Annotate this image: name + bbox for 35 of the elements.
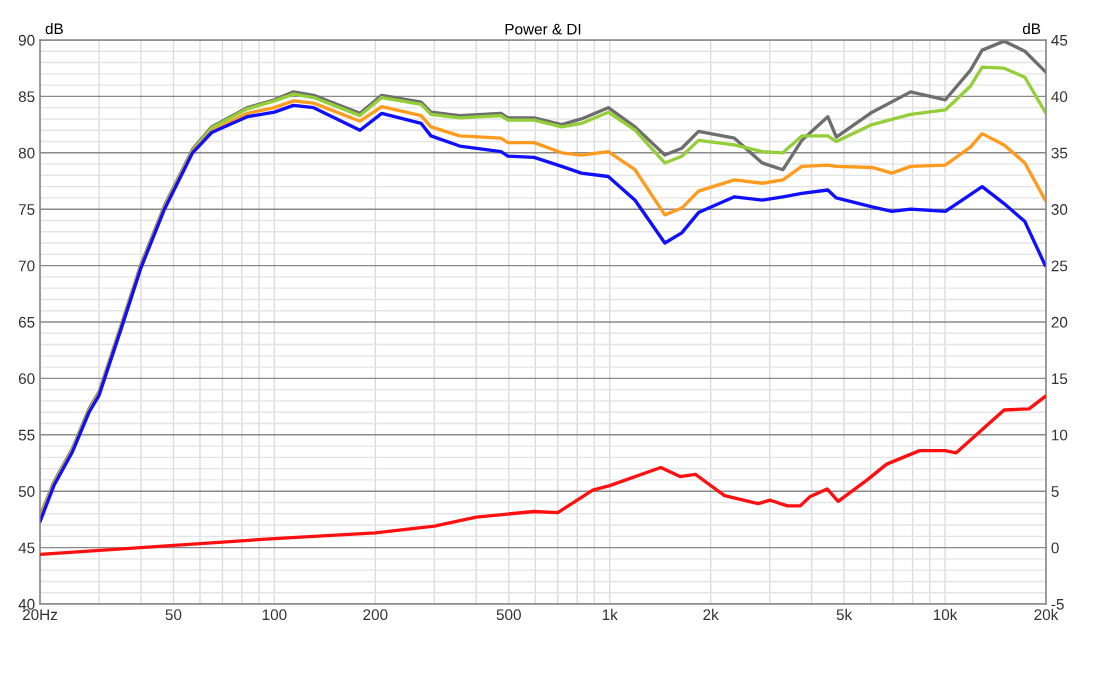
x-tick-label: 1k [602,608,618,620]
y-tick-label: 70 [18,260,35,272]
y-tick-label: 55 [18,429,35,441]
x-tick-label: 100 [262,609,287,621]
y-tick-label: 60 [18,373,35,385]
x-tick-label: 50 [165,609,182,621]
x-tick-label: 2k [703,608,719,620]
y2-axis-title: dB [1022,22,1041,35]
x-tick-label: 20Hz [22,609,58,621]
y2-tick-label: 10 [1052,429,1068,441]
x-tick-label: 500 [496,609,521,621]
chart-title: Power & DI [505,23,581,35]
y2-tick-label: 20 [1051,316,1068,328]
x-tick-label: 5k [836,608,853,621]
x-tick-label: 200 [363,609,388,621]
y-tick-label: 45 [18,542,35,554]
x-tick-label: 20k [1034,608,1059,621]
y-tick-label: 90 [18,34,35,46]
y2-tick-label: 0 [1051,542,1059,554]
y2-tick-label: 30 [1051,204,1068,215]
y-tick-label: 40 [18,598,35,610]
y-tick-label: 80 [18,147,35,159]
y-axis-title: dB [45,22,63,35]
y2-tick-label: 25 [1051,260,1068,272]
y-tick-label: 65 [18,316,35,328]
y-tick-label: 75 [18,204,35,215]
x-tick-label: 10k [933,608,958,621]
y2-tick-label: 35 [1051,147,1068,159]
y-tick-label: 50 [18,486,35,497]
y2-tick-label: 15 [1052,373,1068,385]
y2-tick-label: 5 [1051,486,1059,497]
y2-tick-label: 45 [1051,35,1068,46]
y2-tick-label: 40 [1051,91,1068,103]
y-tick-label: 85 [18,91,35,103]
y2-tick-label: -5 [1051,599,1064,610]
